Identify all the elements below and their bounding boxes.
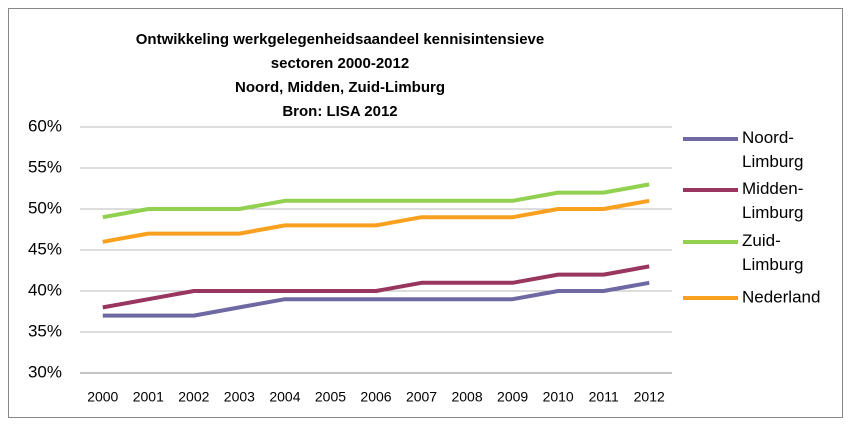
series-line <box>102 280 650 318</box>
x-tick-label: 2000 <box>87 389 118 405</box>
x-tick-label: 2005 <box>315 389 346 405</box>
x-tick-label: 2006 <box>360 389 391 405</box>
y-tick-label: 45% <box>28 239 62 258</box>
x-tick-label: 2008 <box>451 389 482 405</box>
chart-border <box>8 8 843 418</box>
x-tick-label: 2007 <box>406 389 437 405</box>
legend-label: Nederland <box>742 287 820 306</box>
series-line <box>102 264 650 310</box>
x-tick-label: 2001 <box>133 389 164 405</box>
y-tick-label: 30% <box>28 362 62 381</box>
chart-title: sectoren 2000-2012 <box>271 55 409 72</box>
series-line <box>102 182 650 220</box>
x-tick-label: 2011 <box>589 389 619 405</box>
x-tick-label: 2003 <box>224 389 255 405</box>
legend-label: Midden-Limburg <box>742 179 803 222</box>
y-tick-label: 60% <box>28 116 62 135</box>
x-tick-label: 2010 <box>543 389 574 405</box>
y-tick-label: 35% <box>28 321 62 340</box>
series-line <box>102 198 650 244</box>
y-tick-label: 50% <box>28 198 62 217</box>
x-tick-label: 2009 <box>497 389 528 405</box>
x-tick-label: 2002 <box>178 389 209 405</box>
y-tick-label: 55% <box>28 157 62 176</box>
x-tick-label: 2012 <box>634 389 665 405</box>
y-tick-label: 40% <box>28 280 62 299</box>
legend-label: Zuid-Limburg <box>742 231 803 274</box>
chart-title: Noord, Midden, Zuid-Limburg <box>235 79 445 96</box>
chart-title: Bron: LISA 2012 <box>282 103 397 120</box>
x-tick-label: 2004 <box>269 389 300 405</box>
chart-title: Ontwikkeling werkgelegenheidsaandeel ken… <box>136 31 544 48</box>
legend-label: Noord-Limburg <box>742 128 803 171</box>
